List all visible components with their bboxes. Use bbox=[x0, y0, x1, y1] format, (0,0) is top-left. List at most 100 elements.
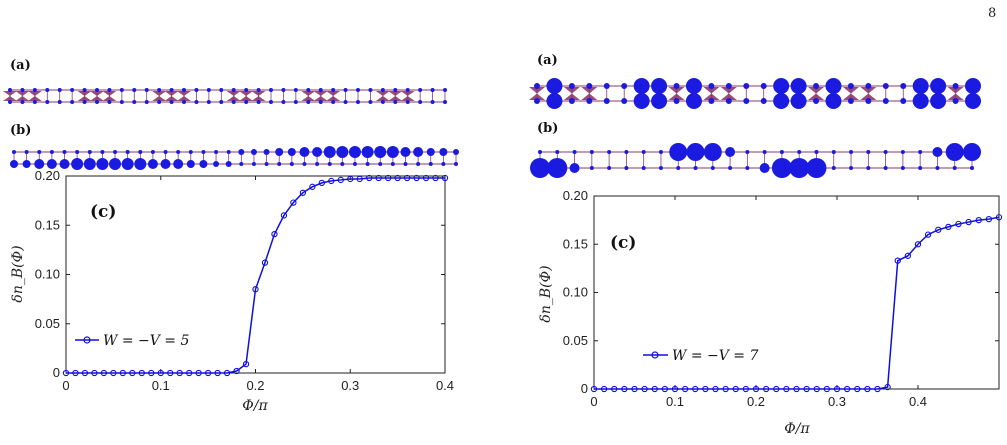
site-density bbox=[555, 150, 560, 154]
current-arrow bbox=[90, 91, 104, 96]
left-y-axis-label: δn_B(Φ) bbox=[10, 245, 26, 302]
site-density bbox=[95, 88, 99, 92]
site-density bbox=[263, 149, 270, 155]
current-arrow bbox=[388, 91, 403, 96]
right-tag-a: (a) bbox=[537, 53, 558, 68]
data-point bbox=[631, 385, 638, 393]
site-density bbox=[188, 150, 193, 154]
site-density bbox=[132, 88, 137, 92]
left-tag-c: (c) bbox=[90, 202, 116, 222]
right-y-ticks: 0 0.05 0.10 0.15 0.20 bbox=[563, 188, 999, 396]
site-density bbox=[45, 100, 50, 104]
current-arrow bbox=[3, 91, 17, 96]
site-density bbox=[368, 88, 373, 92]
site-density bbox=[214, 150, 219, 154]
site-density bbox=[441, 162, 446, 166]
data-point bbox=[195, 369, 202, 377]
data-point bbox=[935, 226, 942, 233]
site-density bbox=[393, 100, 398, 104]
x-tick-label: 0.4 bbox=[436, 378, 454, 393]
site-density bbox=[70, 100, 75, 104]
site-density bbox=[250, 149, 257, 155]
site-density bbox=[20, 100, 25, 104]
site-density bbox=[343, 100, 348, 104]
site-density bbox=[771, 158, 792, 178]
data-point bbox=[176, 369, 183, 377]
site-density bbox=[930, 93, 947, 109]
site-density bbox=[935, 166, 940, 170]
data-point bbox=[110, 369, 117, 377]
site-density bbox=[83, 158, 96, 170]
site-density bbox=[965, 78, 981, 94]
current-arrow bbox=[102, 96, 117, 101]
right-lattice-b bbox=[530, 143, 981, 178]
site-density bbox=[34, 159, 45, 169]
y-tick-label: 0.15 bbox=[35, 217, 60, 232]
site-density bbox=[269, 88, 273, 92]
right-legend-marker bbox=[651, 351, 659, 359]
site-density bbox=[572, 150, 577, 154]
data-point bbox=[621, 385, 628, 393]
site-density bbox=[439, 148, 448, 156]
site-density bbox=[633, 93, 650, 109]
data-point bbox=[280, 212, 288, 219]
site-density bbox=[173, 159, 184, 169]
data-point bbox=[752, 385, 760, 393]
data-point bbox=[813, 385, 820, 393]
site-density bbox=[37, 150, 42, 154]
site-density bbox=[813, 98, 820, 104]
site-density bbox=[378, 162, 383, 166]
site-density bbox=[773, 78, 790, 94]
data-point bbox=[403, 174, 411, 182]
data-point bbox=[223, 369, 231, 377]
y-tick-label: 0 bbox=[53, 365, 60, 380]
site-density bbox=[269, 100, 273, 104]
site-density bbox=[952, 166, 957, 170]
data-point bbox=[186, 369, 193, 377]
x-tick-label: 0.2 bbox=[246, 378, 264, 393]
site-density bbox=[685, 93, 702, 109]
site-density bbox=[239, 162, 244, 166]
site-density bbox=[847, 98, 854, 104]
site-density bbox=[789, 158, 810, 178]
current-arrow bbox=[703, 93, 720, 100]
current-arrow bbox=[90, 96, 104, 101]
right-legend: W = −V = 7 bbox=[643, 348, 758, 364]
data-point bbox=[681, 385, 689, 393]
site-density bbox=[621, 98, 628, 104]
site-density bbox=[673, 98, 680, 104]
site-density bbox=[586, 98, 593, 104]
site-density bbox=[633, 78, 650, 94]
site-density bbox=[882, 83, 889, 89]
current-arrow bbox=[326, 91, 341, 96]
current-arrow bbox=[842, 87, 859, 94]
left-figure: (a) (b) 0 0.1 0.2 0.3 0.4 0 0.05 0.10 0.15 0.20 … bbox=[3, 58, 459, 414]
site-density bbox=[676, 166, 681, 170]
current-arrow bbox=[152, 91, 167, 96]
site-density bbox=[779, 150, 784, 154]
data-point bbox=[394, 174, 401, 182]
y-tick-label: 0.05 bbox=[563, 333, 588, 348]
site-density bbox=[546, 78, 563, 94]
data-point bbox=[309, 183, 316, 190]
site-density bbox=[275, 148, 284, 156]
data-point bbox=[337, 176, 344, 184]
data-point bbox=[214, 369, 221, 377]
site-density bbox=[356, 88, 360, 92]
site-density bbox=[293, 88, 298, 92]
right-y-axis-label: δn_B(Φ) bbox=[538, 265, 554, 322]
site-density bbox=[865, 83, 872, 89]
data-point bbox=[347, 175, 354, 183]
site-density bbox=[299, 147, 310, 157]
site-density bbox=[952, 83, 959, 89]
site-density bbox=[107, 88, 112, 92]
site-density bbox=[797, 150, 802, 154]
current-arrow bbox=[375, 96, 390, 101]
site-density bbox=[945, 143, 964, 161]
site-density bbox=[530, 158, 550, 178]
site-density bbox=[331, 100, 336, 104]
site-density bbox=[762, 150, 767, 154]
data-point bbox=[356, 175, 363, 183]
data-point bbox=[692, 385, 699, 393]
site-density bbox=[569, 163, 580, 173]
